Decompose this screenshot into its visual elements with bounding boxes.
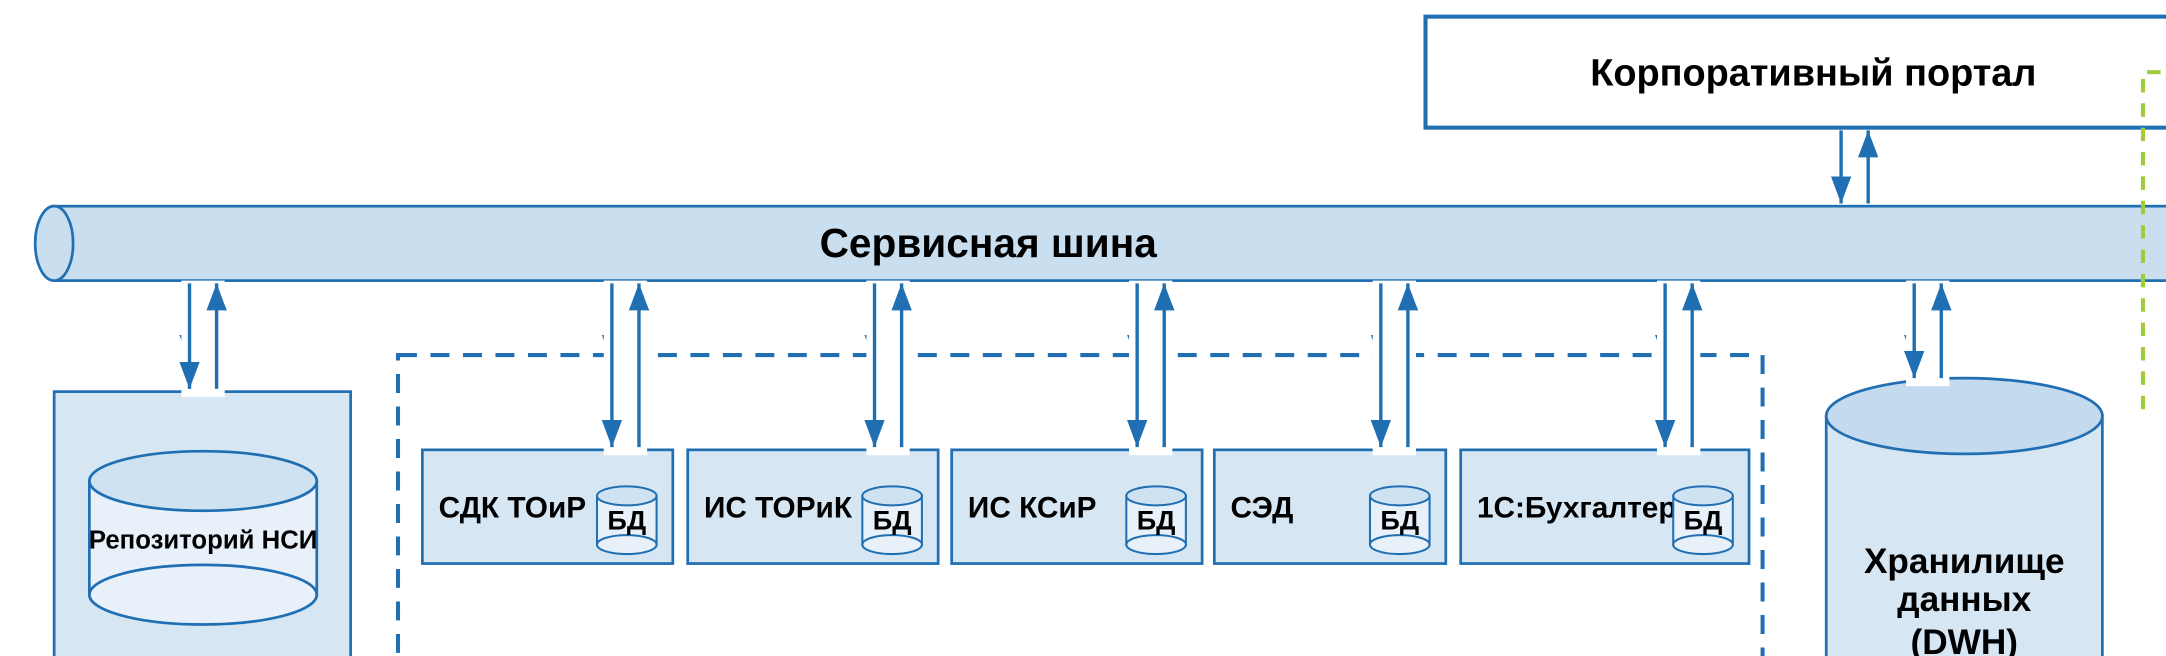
db-label: БД: [873, 505, 912, 536]
mdm-box: Репозиторий НСИАСУ НСИ (MDM): [54, 392, 350, 656]
oltp-system: СДК ТОиР БД: [422, 450, 672, 564]
db-label: БД: [1380, 505, 1419, 536]
bus-label: Сервисная шина: [820, 220, 1158, 266]
portal-box: Корпоративный портал: [1425, 17, 2166, 128]
db-label: БД: [1137, 505, 1176, 536]
oltp-system: 1С:БухгалтерияБД: [1461, 450, 1749, 564]
oltp-system-label: СЭД: [1231, 492, 1294, 525]
dwh-label: (DWH): [1911, 623, 2018, 656]
dwh-cylinder: Хранилищеданных (DWH): [1826, 378, 2102, 656]
service-bus: Сервисная шина: [35, 206, 2166, 280]
oltp-system-label: ИС КСиР: [968, 492, 1097, 525]
repo-label: Репозиторий НСИ: [89, 527, 317, 555]
portal-label: Корпоративный портал: [1590, 53, 2036, 95]
db-label: БД: [1684, 505, 1723, 536]
dwh-label: данных: [1897, 580, 2031, 619]
oltp-system-label: СДК ТОиР: [439, 492, 587, 525]
oltp-container: Транзакционные системы (OLTP)СДК ТОиРБДИ…: [398, 355, 1763, 656]
oltp-system: ИС КСиР БД: [952, 450, 1202, 564]
oltp-system-label: ИС ТОРиК: [704, 492, 853, 525]
oltp-system: СЭД БД: [1214, 450, 1445, 564]
db-label: БД: [607, 505, 646, 536]
oltp-system: ИС ТОРиК БД: [688, 450, 938, 564]
dwh-label: Хранилище: [1864, 542, 2065, 581]
